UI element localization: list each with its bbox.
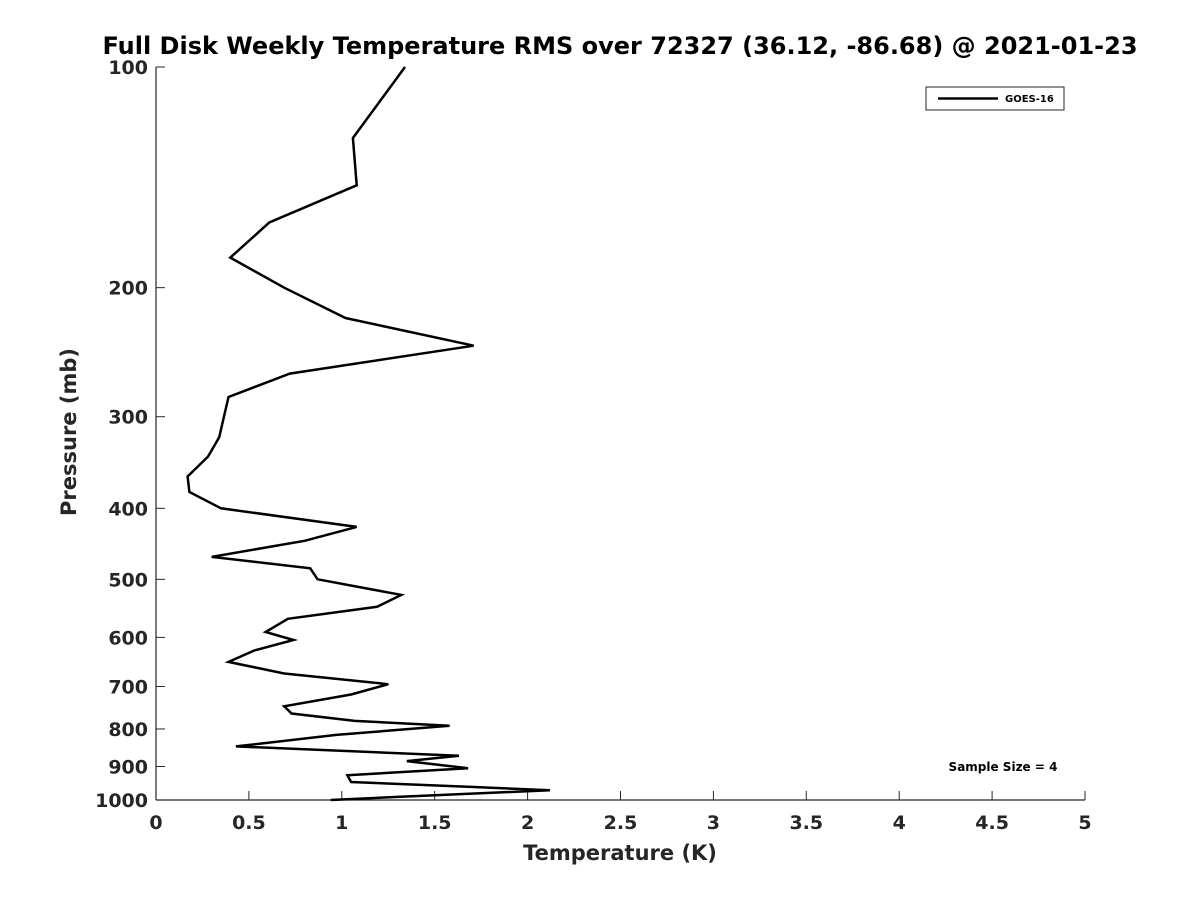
x-tick-label: 4.5 xyxy=(975,812,1009,834)
y-tick-label: 200 xyxy=(108,278,148,300)
x-tick-label: 1.5 xyxy=(418,812,452,834)
y-tick-label: 400 xyxy=(108,498,148,520)
y-tick-label: 900 xyxy=(108,756,148,778)
x-tick-label: 3.5 xyxy=(789,812,823,834)
series-line-goes-16 xyxy=(186,66,550,802)
y-tick-label: 100 xyxy=(108,57,148,79)
x-tick-label: 0 xyxy=(149,812,162,834)
series-layer xyxy=(186,66,550,802)
sample-size-annotation: Sample Size = 4 xyxy=(949,760,1058,774)
x-tick-label: 4 xyxy=(893,812,906,834)
x-axis-label: Temperature (K) xyxy=(523,841,717,865)
y-tick-label: 1000 xyxy=(95,790,148,812)
y-tick-label: 700 xyxy=(108,676,148,698)
x-tick-label: 5 xyxy=(1078,812,1091,834)
y-axis-label: Pressure (mb) xyxy=(57,348,81,516)
y-tick-label: 300 xyxy=(108,407,148,429)
x-tick-label: 2 xyxy=(521,812,534,834)
x-axis-ticks: 0 0.5 1 1.5 2 2.5 3 3.5 4 4.5 5 xyxy=(149,791,1092,834)
legend: GOES-16 xyxy=(925,86,1065,111)
y-tick-label: 800 xyxy=(108,719,148,741)
x-tick-label: 3 xyxy=(707,812,720,834)
x-tick-label: 1 xyxy=(335,812,348,834)
chart-title: Full Disk Weekly Temperature RMS over 72… xyxy=(102,32,1137,60)
y-axis-ticks: 100 200 300 400 500 600 700 800 900 1000 xyxy=(95,57,165,812)
y-tick-label: 500 xyxy=(108,569,148,591)
y-tick-label: 600 xyxy=(108,627,148,649)
plot-area: 0 0.5 1 1.5 2 2.5 3 3.5 4 4.5 5 100 200 300 400 500 600… xyxy=(95,57,1092,834)
x-tick-label: 0.5 xyxy=(232,812,266,834)
x-tick-label: 2.5 xyxy=(604,812,638,834)
legend-label-goes-16: GOES-16 xyxy=(1005,94,1054,105)
